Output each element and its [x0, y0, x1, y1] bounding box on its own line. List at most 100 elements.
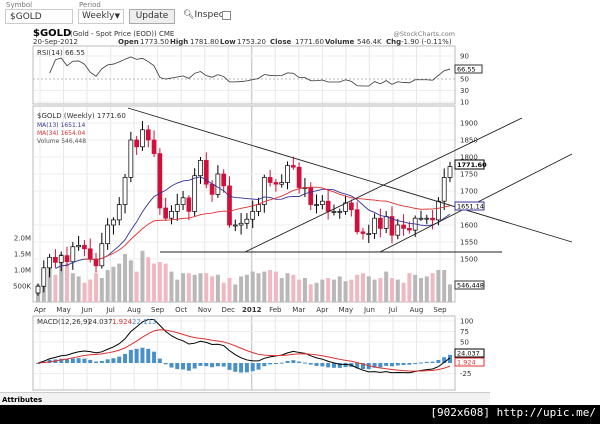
candle	[250, 211, 256, 220]
candle	[174, 204, 180, 212]
x-tick-label: Sep	[151, 306, 165, 314]
volume-bar	[250, 271, 255, 302]
volume-bar	[221, 282, 226, 302]
symbol-input[interactable]	[5, 9, 73, 24]
channel-upper-line[interactable]	[244, 117, 523, 253]
macd-histogram-bar	[372, 363, 377, 368]
candle	[140, 129, 145, 148]
high-value: 1781.80	[190, 38, 219, 46]
macd-histogram-bar	[343, 363, 348, 368]
page: Symbol Period Weekly▼ Update 🔍︎Inspect $…	[0, 0, 600, 405]
volume-bar	[407, 273, 412, 302]
macd-histogram-bar	[273, 363, 278, 364]
volume-bar	[418, 278, 423, 302]
volume-bar	[111, 266, 116, 302]
volume-bar	[215, 274, 220, 302]
candle	[53, 256, 58, 263]
macd-histogram-bar	[123, 353, 128, 363]
chevron-down-icon: ▼	[114, 12, 120, 20]
inspect-toggle[interactable]: 🔍︎Inspect	[183, 10, 227, 20]
rsi-value-label: 66.55	[457, 66, 476, 74]
volume-bar	[372, 279, 377, 302]
macd-histogram-bar	[448, 354, 452, 363]
candle	[389, 216, 395, 236]
x-tick-label: Mar	[292, 306, 305, 314]
macd-histogram-bar	[163, 363, 168, 365]
open-value: 1773.50	[140, 38, 169, 46]
macd-histogram-bar	[320, 363, 325, 367]
macd-histogram-bar	[413, 363, 418, 364]
period-label: Period	[79, 1, 101, 9]
volume-bar	[413, 274, 418, 302]
macd-value-label: 24.037	[457, 350, 480, 358]
macd-histogram-bar	[331, 363, 336, 368]
macd-histogram-bar	[82, 358, 87, 363]
volume-label: Volume	[325, 38, 355, 46]
volume-bar	[88, 279, 93, 302]
candle	[285, 165, 290, 183]
candle	[261, 177, 267, 205]
downtrend-line[interactable]	[127, 107, 573, 243]
attributes-bar[interactable]: Attributes	[0, 392, 490, 405]
candle	[157, 153, 163, 209]
rsi-tick-label: 30	[460, 87, 469, 95]
macd-histogram-bar	[88, 359, 93, 363]
macd-histogram-bar	[111, 358, 116, 363]
macd-histogram-bar	[140, 347, 145, 363]
macd-histogram-bar	[94, 361, 99, 363]
macd-histogram-bar	[355, 363, 360, 369]
macd-histogram-bar	[297, 361, 302, 363]
macd-histogram-bar	[210, 363, 215, 368]
candle	[447, 166, 453, 178]
x-tick-label: Jun	[81, 306, 93, 314]
candle	[203, 160, 209, 185]
macd-histogram-bar	[418, 362, 423, 364]
period-select[interactable]: Weekly ▼	[78, 9, 124, 24]
high-label: High	[170, 38, 188, 46]
macd-histogram-bar	[117, 356, 122, 363]
macd-histogram-bar	[262, 363, 267, 367]
volume-bar	[76, 276, 81, 302]
macd-histogram-bar	[70, 358, 75, 363]
price-tick-label: 1700	[460, 188, 478, 196]
candle	[319, 200, 325, 205]
macd-histogram-bar	[326, 363, 331, 368]
macd-histogram-bar	[268, 363, 273, 365]
macd-histogram-bar	[99, 360, 104, 363]
macd-tick-label: 50	[460, 339, 469, 347]
macd-histogram-bar	[152, 351, 157, 363]
x-tick-label: Aug	[410, 306, 424, 314]
candle	[64, 255, 70, 263]
rsi-tick-label: 10	[460, 99, 469, 107]
ma13-line	[55, 176, 451, 269]
volume-bar	[47, 266, 52, 302]
candle	[70, 246, 76, 263]
volume-bar	[320, 279, 325, 302]
macd-histogram-bar	[59, 358, 64, 363]
candle	[180, 197, 186, 205]
volume-bar	[53, 274, 58, 302]
candles	[35, 120, 453, 296]
candle	[436, 200, 441, 221]
update-button[interactable]: Update	[129, 9, 175, 24]
chg-label: Chg	[386, 38, 401, 46]
volume-bar	[384, 271, 389, 302]
inspect-checkbox[interactable]	[222, 11, 231, 20]
macd-signal-line	[37, 329, 451, 372]
volume-bar	[181, 273, 186, 302]
candle	[215, 173, 221, 195]
x-tick-label: Nov	[198, 306, 212, 314]
x-tick-label: Apr	[316, 306, 328, 314]
rsi-panel	[32, 45, 456, 105]
macd-histogram-bar	[215, 363, 220, 367]
candle	[227, 185, 232, 226]
ma34-legend: MA(34) 1654.04	[37, 130, 85, 137]
macd-histogram-bar	[256, 363, 261, 370]
candle	[87, 248, 93, 260]
candle	[99, 243, 105, 267]
price-tick-label: 1750	[460, 171, 478, 179]
candle	[349, 202, 354, 211]
macd-histogram-bar	[302, 362, 307, 364]
rsi-legend: RSI(14) 66.55	[37, 49, 85, 57]
macd-histogram-bar	[65, 359, 70, 363]
